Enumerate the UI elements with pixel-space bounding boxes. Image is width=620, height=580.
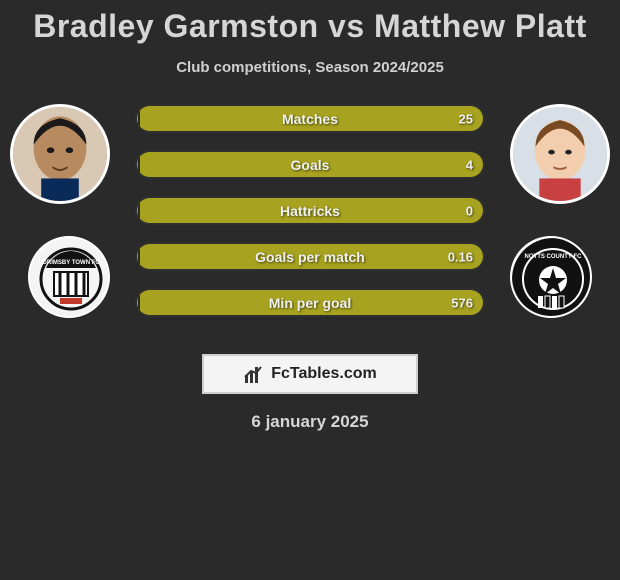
player-face-icon: [13, 107, 107, 201]
stat-value-right: 0.16: [448, 249, 473, 264]
stat-value-right: 25: [459, 111, 473, 126]
comparison-panel: GRIMSBY TOWN FC NOTTS COUNTY FC: [0, 104, 620, 344]
club-crest-icon: NOTTS COUNTY FC: [512, 238, 592, 318]
player-face-icon: [513, 107, 607, 201]
svg-text:NOTTS COUNTY FC: NOTTS COUNTY FC: [525, 254, 583, 260]
stat-row: Hattricks 0: [135, 196, 485, 225]
stat-label: Goals per match: [255, 249, 365, 265]
brand-badge[interactable]: FcTables.com: [202, 354, 418, 394]
chart-icon: [243, 363, 265, 385]
player-right-avatar: [510, 104, 610, 204]
svg-text:GRIMSBY TOWN FC: GRIMSBY TOWN FC: [42, 260, 100, 266]
stat-label: Goals: [291, 157, 330, 173]
player-left-avatar: [10, 104, 110, 204]
stat-bars: Matches 25 Goals 4 Hattricks 0 Goals per…: [135, 104, 485, 317]
page-title: Bradley Garmston vs Matthew Platt: [0, 0, 620, 45]
stat-value-right: 4: [466, 157, 473, 172]
stat-row: Min per goal 576: [135, 288, 485, 317]
stat-label: Hattricks: [280, 203, 340, 219]
club-left-logo: GRIMSBY TOWN FC: [28, 236, 110, 318]
stat-label: Min per goal: [269, 295, 351, 311]
club-right-logo: NOTTS COUNTY FC: [510, 236, 592, 318]
stat-value-right: 576: [451, 295, 473, 310]
date-label: 6 january 2025: [0, 412, 620, 432]
stat-row: Goals per match 0.16: [135, 242, 485, 271]
stat-row: Matches 25: [135, 104, 485, 133]
stat-row: Goals 4: [135, 150, 485, 179]
subtitle: Club competitions, Season 2024/2025: [0, 59, 620, 76]
brand-text: FcTables.com: [271, 365, 377, 383]
stat-value-right: 0: [466, 203, 473, 218]
stat-label: Matches: [282, 111, 338, 127]
club-crest-icon: GRIMSBY TOWN FC: [30, 238, 110, 318]
